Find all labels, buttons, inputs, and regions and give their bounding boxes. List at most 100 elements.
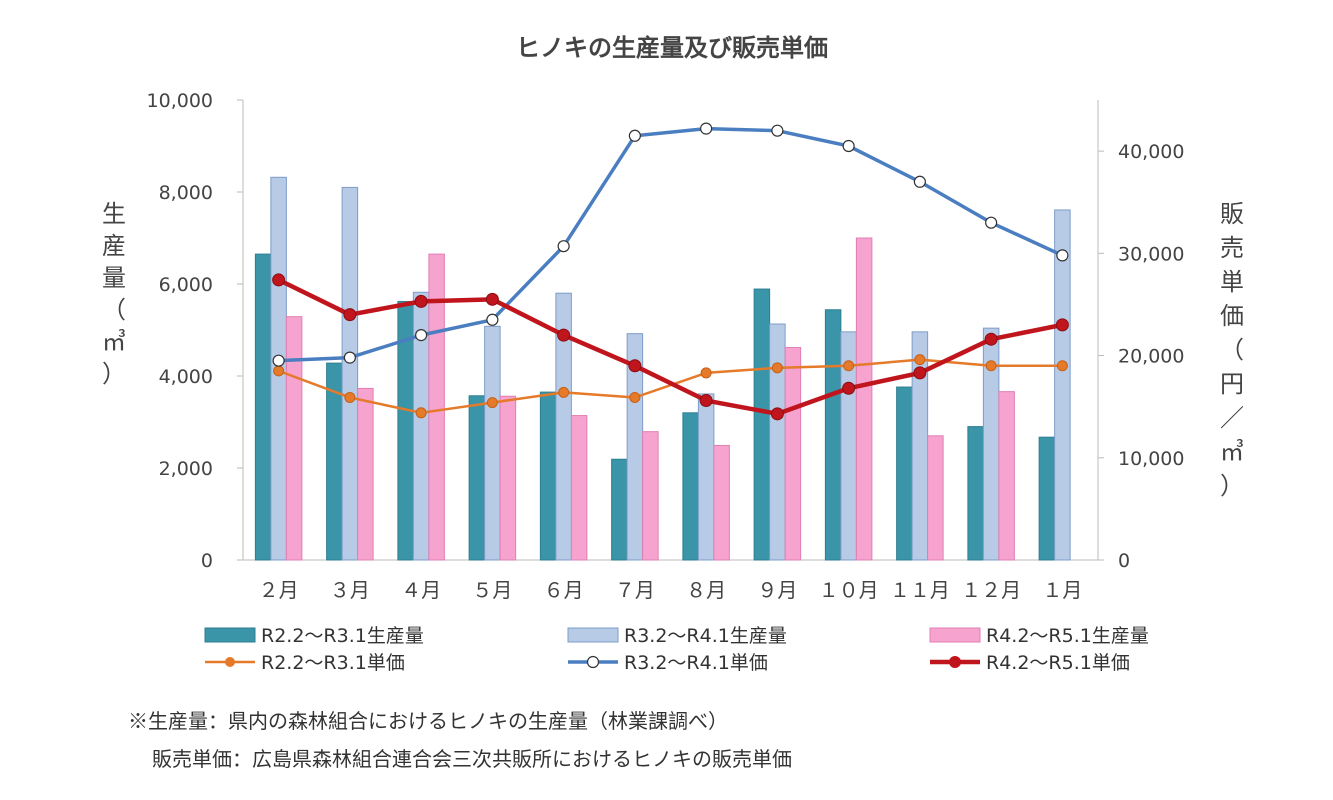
point-1 [843,360,855,372]
bar-1 [967,426,984,561]
point-1 [985,360,997,372]
point-3 [1055,318,1069,332]
legend-label: R3.2～R4.1単価 [624,652,768,674]
point-2 [1056,249,1069,262]
bar-1 [254,253,272,561]
y-right-label-char: ） [1220,472,1244,500]
x-tick-label: ７月 [615,578,655,602]
bar-1 [896,386,913,561]
line-2 [278,126,1064,363]
bar-3 [570,415,588,561]
legend-marker [225,657,235,667]
point-3 [984,332,998,346]
bar-2 [911,331,929,561]
line-3 [277,277,1063,417]
legend-label: R3.2～R4.1生産量 [624,625,787,647]
bar-2 [697,393,715,561]
bar-2 [1054,209,1071,561]
point-2 [557,240,570,253]
bar-3 [642,431,659,561]
bar-1 [753,288,771,561]
bar-1 [682,412,699,561]
footnote-price: 販売単価：広島県森林組合連合会三次共販所におけるヒノキの販売単価 [152,747,792,771]
point-3 [770,407,784,421]
legend-label: R2.2～R3.1生産量 [261,625,424,647]
point-1 [629,391,641,403]
bar-1 [468,395,486,561]
right-tick-label: 20,000 [1118,346,1184,368]
y-left-label-char: （ [102,296,126,324]
x-tick-label: １月 [1042,578,1082,602]
bar-3 [499,395,517,561]
y-left-label-char: ㎥ [102,328,126,356]
axis-labels: 0 2,000 4,000 6,000 8,000 10,000 0 10,000 20,000… [102,90,1244,602]
legend-marker [586,655,600,669]
x-tick-label: ８月 [686,578,726,602]
point-2 [272,354,285,367]
point-3 [842,381,856,395]
bar-1 [611,458,628,561]
point-2 [771,124,784,137]
legend-swatch-bar [567,627,619,643]
legend-swatch-bar [929,627,981,643]
left-tick-label: 6,000 [159,274,213,296]
point-3 [628,359,642,373]
point-1 [273,365,285,377]
point-2 [913,175,926,188]
right-tick-label: 0 [1118,550,1130,572]
x-tick-label: ３月 [330,578,370,602]
bar-1 [1038,436,1056,561]
legend-label: R4.2～R5.1生産量 [986,625,1149,647]
y-right-label-char: ㎥ [1220,438,1244,466]
point-1 [344,391,356,403]
x-tick-label: ６月 [544,578,584,602]
bar-3 [784,346,802,561]
chart-title: ヒノキの生産量及び販売単価 [516,34,828,62]
x-tick-label: ９月 [757,578,797,602]
point-1 [700,367,712,379]
x-tick-label: ５月 [472,578,512,602]
point-1 [1056,360,1068,372]
bar-2 [769,323,786,561]
point-2 [343,351,356,364]
bar-2 [341,186,359,561]
point-2 [415,329,428,342]
y-right-label-char: 価 [1220,302,1244,330]
left-tick-label: 8,000 [159,182,213,204]
lines [272,122,1069,421]
right-tick-label: 10,000 [1118,448,1184,470]
y-right-label-char: ／ [1220,404,1244,432]
point-2 [985,216,998,229]
bar-2 [484,325,501,561]
y-right-label-char: 単 [1220,268,1244,296]
x-tick-label: ２月 [259,578,299,602]
point-2 [842,139,855,153]
point-1 [558,386,570,398]
point-1 [771,362,783,374]
point-1 [486,397,498,409]
y-right-label-char: 販 [1220,200,1244,228]
y-left-label-char: 生 [102,200,126,228]
bars [254,176,1071,561]
axes [237,99,1104,561]
legend-marker [949,656,961,668]
right-tick-label: 30,000 [1118,243,1184,265]
bar-3 [855,237,873,561]
point-2 [628,129,641,142]
bar-1 [824,309,842,561]
left-tick-label: 2,000 [159,458,213,480]
x-tick-label: ４月 [401,578,441,602]
bar-3 [927,435,944,561]
point-1 [914,354,926,366]
y-left-label-char: 量 [102,264,126,292]
point-3 [485,292,499,306]
legend: R2.2～R3.1生産量 R3.2～R4.1生産量 R4.2～R5.1生産量 R2.2… [204,625,1149,674]
legend-label: R4.2～R5.1単価 [986,652,1130,674]
bar-1 [539,391,557,561]
chart: ヒノキの生産量及び販売単価 0 2,000 4,000 6,000 8,000 10,00… [102,34,1244,674]
footnote-production: ※生産量：県内の森林組合におけるヒノキの生産量（林業課調べ） [128,709,728,733]
point-2 [700,122,713,135]
bar-3 [285,316,303,561]
point-3 [343,308,357,322]
point-3 [272,273,286,287]
